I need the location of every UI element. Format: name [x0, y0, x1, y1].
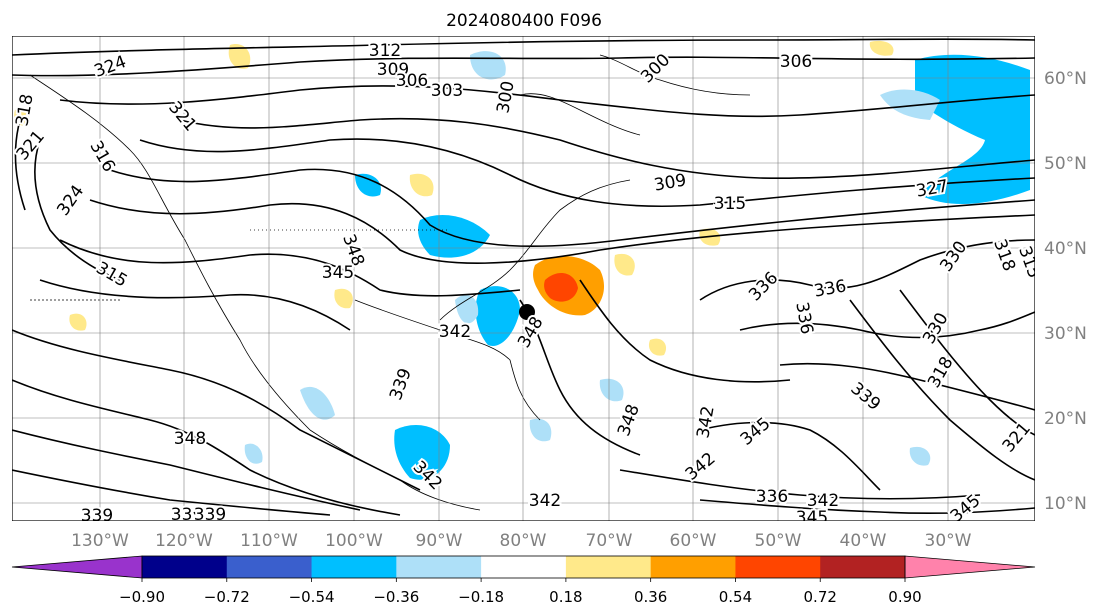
contour-label: 312: [369, 41, 401, 61]
anomaly-blob-midwest: [355, 173, 381, 197]
contour-label: 345: [322, 263, 354, 283]
colorbar-tick-label: 0.18: [549, 588, 582, 606]
longitude-labels: 130°W 120°W 110°W 100°W 90°W 80°W 70°W 60°W 50°W…: [71, 531, 972, 551]
colorbar-tick-label: 0.90: [888, 588, 921, 606]
colorbar-tick-label: −0.90: [119, 588, 165, 606]
shaded-anomaly-fields: [14, 40, 1030, 480]
contour-label: 339: [194, 505, 226, 525]
contour-label: 303: [431, 81, 463, 101]
contour-lines: [12, 38, 1035, 516]
contour-label: 339: [81, 506, 113, 526]
longitude-label: 40°W: [840, 531, 887, 551]
anomaly-blob-bc-warm: [14, 108, 30, 126]
colorbar-segment: [481, 556, 567, 578]
colorbar-segment: [311, 556, 397, 578]
longitude-label: 80°W: [500, 531, 547, 551]
colorbar-segment: [650, 556, 736, 578]
longitude-label: 50°W: [755, 531, 802, 551]
longitude-label: 60°W: [670, 531, 717, 551]
contour-label: 339: [171, 505, 203, 525]
anomaly-blob-pacific-warm: [69, 313, 87, 331]
latitude-label: 30°N: [1044, 324, 1087, 344]
longitude-label: 70°W: [586, 531, 633, 551]
colorbar-tick-label: 0.36: [634, 588, 667, 606]
coastlines: [29, 54, 751, 511]
anomaly-blob-greenland-warm: [869, 40, 894, 56]
anomaly-blob-rockies-warm: [228, 44, 251, 69]
colorbar-min-extend: [11, 555, 143, 579]
anomaly-blob-caribbean: [529, 418, 552, 442]
colorbar-tick-label: 0.54: [719, 588, 752, 606]
contour-label: 345: [796, 508, 828, 528]
latitude-label: 10°N: [1044, 494, 1087, 514]
latitude-label: 60°N: [1044, 69, 1087, 89]
colorbar-tick-label: −0.54: [289, 588, 335, 606]
plot-title: 2024080400 F096: [446, 11, 602, 31]
anomaly-blob-gulf-warm: [614, 253, 635, 276]
contour-label: 342: [807, 491, 839, 511]
anomaly-blob-canada-warm: [409, 173, 434, 197]
contour-label: 309: [377, 60, 409, 80]
contour-label: 348: [174, 429, 206, 449]
lat-lon-grid: [12, 36, 1035, 521]
colorbar-tick-label: −0.72: [204, 588, 250, 606]
anomaly-blob-mexico-coast: [300, 386, 335, 420]
contour-label: 306: [396, 71, 428, 91]
colorbar-tick-label: −0.18: [458, 588, 504, 606]
anomaly-blob-north-atlantic-edge: [880, 89, 940, 120]
anomaly-blob-pacific: [244, 443, 263, 464]
contour-label: 318: [12, 92, 37, 127]
colorbar-segment: [142, 556, 228, 578]
contour-label: 336: [812, 276, 847, 301]
anomaly-blob-southeast: [475, 286, 520, 346]
latitude-label: 40°N: [1044, 239, 1087, 259]
anomaly-blob-atlantic-hot: [544, 273, 578, 302]
colorbar-segment: [396, 556, 482, 578]
contour-label: 336: [756, 487, 788, 507]
anomaly-blob-east-pacific: [909, 446, 931, 466]
colorbar-tick-label: −0.36: [373, 588, 419, 606]
colorbar-segment: [820, 556, 906, 578]
colorbar-segment: [226, 556, 313, 578]
anomaly-blob-west-atlantic: [599, 378, 624, 402]
latitude-labels: 60°N 50°N 40°N 30°N 20°N 10°N: [1044, 69, 1087, 514]
latitude-label: 50°N: [1044, 154, 1087, 174]
anomaly-blob-southeast-edge: [455, 295, 479, 324]
colorbar-tick-label: 0.72: [804, 588, 837, 606]
contour-label: 306: [780, 52, 812, 72]
longitude-label: 90°W: [416, 531, 463, 551]
contour-label: 342: [439, 322, 471, 342]
colorbar-max-extend: [904, 555, 1036, 579]
longitude-label: 110°W: [240, 531, 298, 551]
latitude-label: 20°N: [1044, 409, 1087, 429]
colorbar: −0.90 −0.72 −0.54 −0.36 −0.18 0.18 0.36 0.54 0.7…: [11, 555, 1036, 606]
storm-center-marker: [519, 304, 535, 320]
longitude-label: 120°W: [155, 531, 213, 551]
contour-label: 315: [714, 194, 746, 214]
longitude-label: 130°W: [71, 531, 129, 551]
anomaly-blob-plains-warm: [334, 288, 353, 309]
longitude-label: 100°W: [325, 531, 383, 551]
colorbar-segment: [565, 556, 652, 578]
anomaly-blob-north-atlantic: [915, 54, 1030, 205]
contour-label: 342: [529, 491, 561, 511]
anomaly-blob-caribbean-warm: [648, 338, 667, 356]
anomaly-blob-gulf-mexico: [394, 425, 450, 480]
longitude-label: 30°W: [925, 531, 972, 551]
colorbar-segment: [735, 556, 821, 578]
